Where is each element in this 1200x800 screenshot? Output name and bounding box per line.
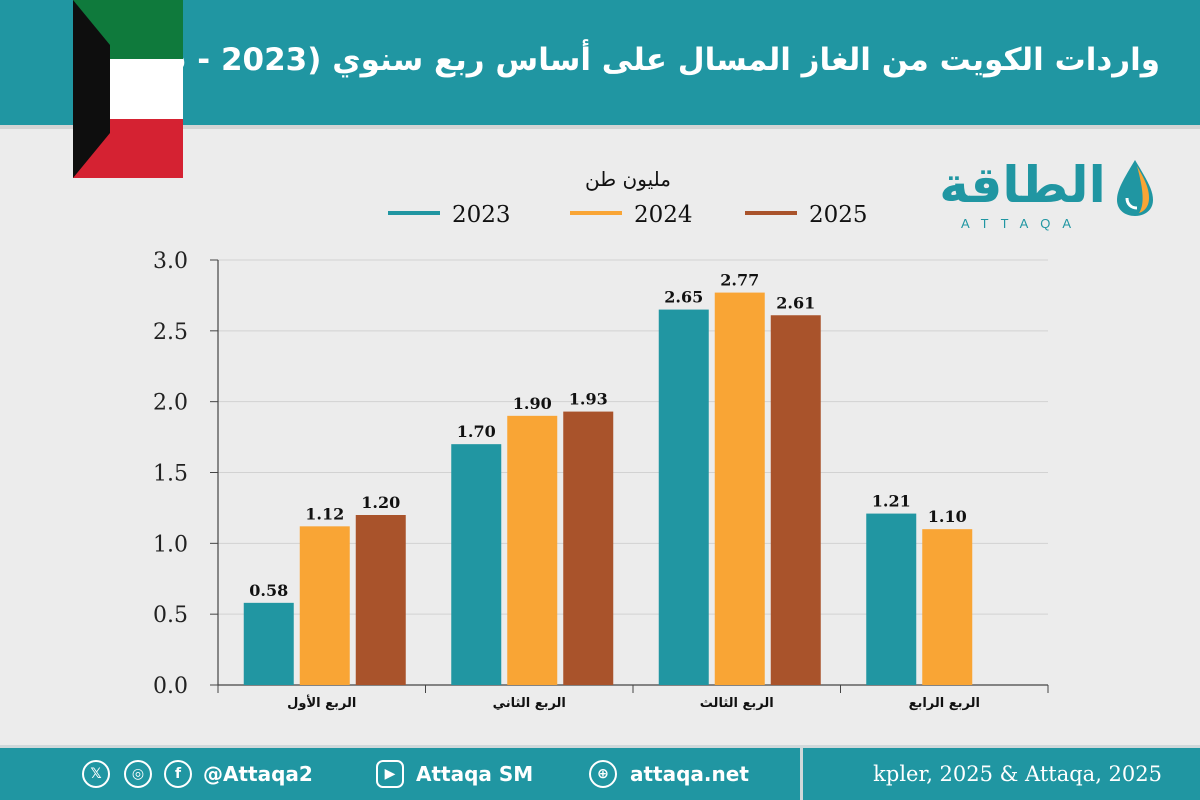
x-tick-label: الربع الأول [287,694,356,711]
data-label: 2.61 [776,293,815,312]
footer: 𝕏 ◎ f @Attaqa2 ▶ Attaqa SM ⊕ attaqa.net … [0,745,1200,800]
x-tick-label: الربع الرابع [909,696,980,711]
facebook-icon[interactable]: f [164,760,192,788]
bar [451,444,501,685]
globe-icon[interactable]: ⊕ [589,760,617,788]
data-label: 1.90 [513,394,552,413]
bar-chart: مليون طن 2023 2024 2025 0.0 0.5 1.0 1.5 2.0 2.5… [0,0,1200,800]
y-tick-label: 1.5 [153,462,188,487]
data-label: 2.65 [664,288,703,307]
y-tick-label: 1.0 [153,532,188,557]
data-label: 1.93 [569,390,608,409]
bar [866,514,916,685]
bar [300,526,350,685]
bar [507,416,557,685]
chart-legend: 2023 2024 2025 [388,202,868,228]
bar [771,315,821,685]
bar [356,515,406,685]
youtube-channel[interactable]: Attaqa SM [416,762,533,786]
unit-label: مليون طن [585,167,671,191]
infographic: واردات الكويت من الغاز المسال على أساس ر… [0,0,1200,800]
bar [659,310,709,685]
data-label: 1.12 [305,504,344,523]
y-tick-label: 3.0 [153,249,188,274]
data-label: 1.21 [872,492,911,511]
y-tick-label: 0.5 [153,603,188,628]
x-icon[interactable]: 𝕏 [82,760,110,788]
legend-label: 2024 [634,202,693,228]
bars [244,293,973,685]
data-label: 1.10 [928,507,967,526]
footer-divider [800,748,803,800]
source-citation: kpler, 2025 & Attaqa, 2025 [873,762,1162,786]
legend-label: 2023 [452,202,511,228]
legend-label: 2025 [809,202,868,228]
data-label: 1.20 [361,493,400,512]
website-link[interactable]: attaqa.net [630,762,749,786]
youtube-icon[interactable]: ▶ [376,760,404,788]
y-tick-label: 2.5 [153,320,188,345]
bar [563,412,613,685]
y-tick-label: 0.0 [153,674,188,699]
bar [244,603,294,685]
x-tick-label: الربع الثاني [493,696,566,711]
bar [922,529,972,685]
bar [715,293,765,685]
data-label: 1.70 [457,422,496,441]
y-tick-label: 2.0 [153,391,188,416]
social-handle[interactable]: @Attaqa2 [203,762,313,786]
instagram-icon[interactable]: ◎ [124,760,152,788]
data-label: 0.58 [249,581,288,600]
x-tick-label: الربع الثالث [700,696,774,711]
data-label: 2.77 [720,271,759,290]
